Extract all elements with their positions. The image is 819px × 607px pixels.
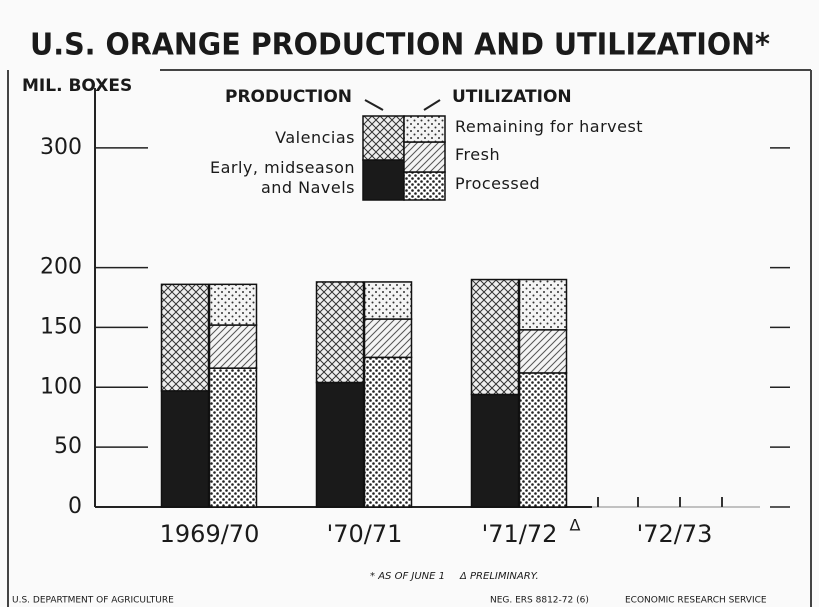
bar-segment (363, 281, 413, 320)
bar-segment (518, 278, 568, 331)
footnote: * AS OF JUNE 1 (370, 571, 445, 582)
bar-segment (518, 329, 568, 374)
legend-swatch (403, 171, 446, 201)
x-tick-label: '72/73 (637, 520, 713, 548)
bar-segment (160, 390, 210, 508)
y-axis-label: MIL. BOXES (22, 76, 132, 96)
credit: NEG. ERS 8812-72 (6) (490, 596, 589, 606)
legend-stack: UTILIZATION (452, 87, 572, 107)
credit: ECONOMIC RESEARCH SERVICE (625, 596, 767, 606)
x-tick-label: '70/71 (327, 520, 403, 548)
legend-label: Remaining for harvest (455, 117, 644, 136)
legend-label: Fresh (455, 145, 501, 164)
bar-segment (363, 318, 413, 359)
bar-segment (470, 278, 520, 396)
legend-swatch (403, 141, 446, 173)
bar-segment (208, 283, 258, 326)
credit: U.S. DEPARTMENT OF AGRICULTURE (12, 596, 174, 606)
legend-label: Valencias (275, 128, 355, 147)
y-tick-label: 200 (40, 255, 82, 280)
bar-segment (315, 281, 365, 384)
x-tick-label: '71/72 (482, 520, 558, 548)
y-tick-label: 50 (54, 434, 82, 459)
chart-title: U.S. ORANGE PRODUCTION AND UTILIZATION* (30, 28, 770, 63)
x-tick-label: 1969/70 (160, 520, 260, 548)
legend-label: Early, midseason and Navels (209, 158, 355, 197)
legend-pointer (364, 99, 384, 111)
legend-stack: PRODUCTION (225, 87, 352, 107)
legend-swatch (403, 115, 446, 143)
legend-swatch (362, 159, 405, 201)
y-tick-label: 100 (40, 374, 82, 399)
legend-label: Processed (455, 174, 541, 193)
legend (362, 115, 446, 201)
category-note: Δ (570, 516, 581, 535)
bar-segment (208, 367, 258, 508)
legend-swatch (362, 115, 405, 161)
bar-segment (315, 381, 365, 508)
legend-pointer (423, 99, 441, 111)
y-tick-label: 150 (40, 314, 82, 339)
bar-segment (470, 393, 520, 508)
y-tick-label: 300 (40, 135, 82, 160)
footnote: Δ PRELIMINARY. (459, 571, 539, 582)
bar-segment (363, 356, 413, 508)
x-axis-stubs (597, 497, 723, 507)
y-tick-label: 0 (68, 494, 82, 519)
bar-segment (518, 372, 568, 508)
bar-segment (160, 283, 210, 392)
bar-segment (208, 324, 258, 369)
